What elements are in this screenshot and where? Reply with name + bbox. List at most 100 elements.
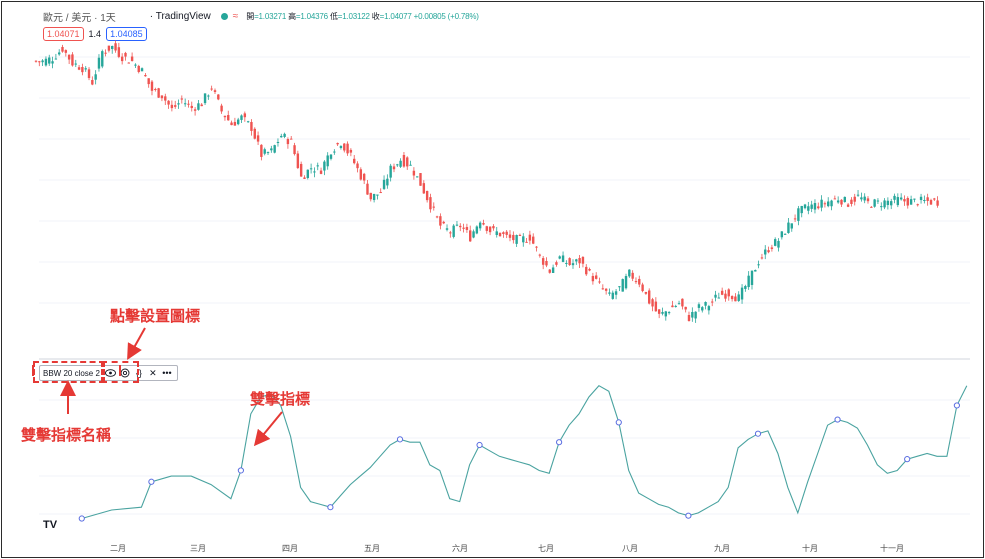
candle-body	[916, 204, 919, 206]
sell-button[interactable]: 1.04071	[43, 27, 84, 41]
candle-body	[585, 266, 588, 275]
candle-body	[909, 199, 913, 205]
candle-body	[71, 54, 74, 66]
candle-body	[140, 68, 144, 72]
settings-highlight-box	[101, 361, 139, 383]
candle-body	[137, 65, 140, 72]
bbw-marker	[834, 416, 841, 423]
brand-label: · TradingView	[149, 10, 211, 22]
candle-body	[167, 100, 170, 105]
candle-body	[236, 119, 240, 125]
candle-body	[870, 206, 873, 208]
candle-body	[227, 115, 230, 121]
candle-body	[147, 78, 150, 85]
candle-body	[343, 143, 346, 151]
candle-body	[512, 234, 515, 241]
candle-body	[561, 255, 565, 262]
candle-body	[711, 301, 714, 303]
candle-body	[323, 161, 326, 171]
candle-body	[773, 239, 777, 246]
candle-body	[303, 177, 306, 179]
month-label: 六月	[452, 544, 468, 553]
candle-body	[757, 264, 760, 266]
candle-body	[190, 105, 193, 109]
candle-body	[84, 68, 87, 70]
candle-body	[532, 236, 535, 244]
candle-body	[144, 74, 147, 77]
candle-body	[890, 201, 893, 206]
candle-body	[628, 269, 631, 277]
candle-body	[154, 88, 157, 90]
candle-body	[591, 275, 595, 282]
candle-body	[359, 169, 363, 180]
symbol-title[interactable]: 歐元 / 美元 · 1天	[43, 12, 116, 24]
buy-button[interactable]: 1.04085	[106, 27, 147, 41]
candle-body	[34, 60, 38, 62]
candle-body	[929, 200, 933, 205]
candle-body	[843, 196, 846, 202]
candle-body	[777, 240, 780, 248]
candle-body	[926, 197, 929, 201]
indicator-name[interactable]: BBW 20 close 2	[43, 368, 100, 378]
candle-body	[57, 52, 61, 55]
candle-body	[876, 200, 880, 202]
candle-body	[459, 225, 462, 228]
candle-body	[810, 204, 813, 209]
candle-body	[614, 291, 618, 295]
month-label: 四月	[282, 544, 298, 553]
indicator-legend[interactable]: BBW 20 close 2 {} ✕ •••	[39, 365, 178, 381]
candle-body	[452, 225, 455, 237]
candle-body	[280, 135, 283, 138]
candle-body	[157, 88, 160, 98]
candle-body	[618, 286, 621, 288]
candle-body	[286, 139, 290, 145]
close-value: =1.04077	[379, 11, 412, 21]
candle-body	[422, 183, 426, 194]
candle-body	[313, 171, 316, 173]
candle-body	[101, 51, 104, 67]
candle-body	[687, 315, 691, 322]
candle-body	[263, 149, 266, 154]
candle-body	[207, 95, 210, 97]
candle-body	[253, 128, 256, 139]
candle-body	[936, 200, 939, 206]
month-label: 八月	[622, 544, 638, 553]
candle-body	[349, 149, 353, 153]
candle-body	[492, 226, 495, 229]
candle-body	[565, 262, 568, 264]
candle-body	[581, 256, 585, 264]
candle-body	[734, 296, 737, 302]
candle-body	[906, 198, 909, 206]
candle-body	[488, 226, 492, 233]
candle-body	[548, 269, 551, 273]
candle-body	[807, 206, 810, 211]
candle-body	[528, 234, 532, 241]
close-icon[interactable]: ✕	[149, 367, 157, 378]
open-label: 開	[246, 11, 255, 21]
bbw-marker	[953, 402, 960, 409]
candle-body	[535, 246, 538, 248]
bbw-marker	[396, 436, 404, 443]
bbw-line[interactable]	[81, 385, 968, 520]
candle-body	[886, 200, 890, 206]
wave-icon: ≈	[232, 10, 239, 22]
candle-body	[439, 216, 442, 226]
candle-body	[760, 257, 764, 259]
name-highlight-box	[33, 361, 105, 383]
candle-body	[833, 198, 837, 200]
candle-body	[187, 103, 190, 105]
candle-body	[740, 287, 744, 300]
candle-body	[677, 303, 681, 305]
candle-body	[409, 164, 412, 166]
candle-body	[412, 170, 416, 176]
candle-body	[64, 50, 68, 53]
eye-icon[interactable]	[104, 367, 118, 379]
candle-body	[624, 276, 628, 289]
candle-body	[923, 200, 926, 202]
candle-body	[545, 260, 548, 266]
candle-body	[836, 200, 840, 203]
candle-body	[866, 198, 870, 202]
more-icon[interactable]: •••	[162, 368, 172, 378]
candle-body	[505, 231, 508, 235]
